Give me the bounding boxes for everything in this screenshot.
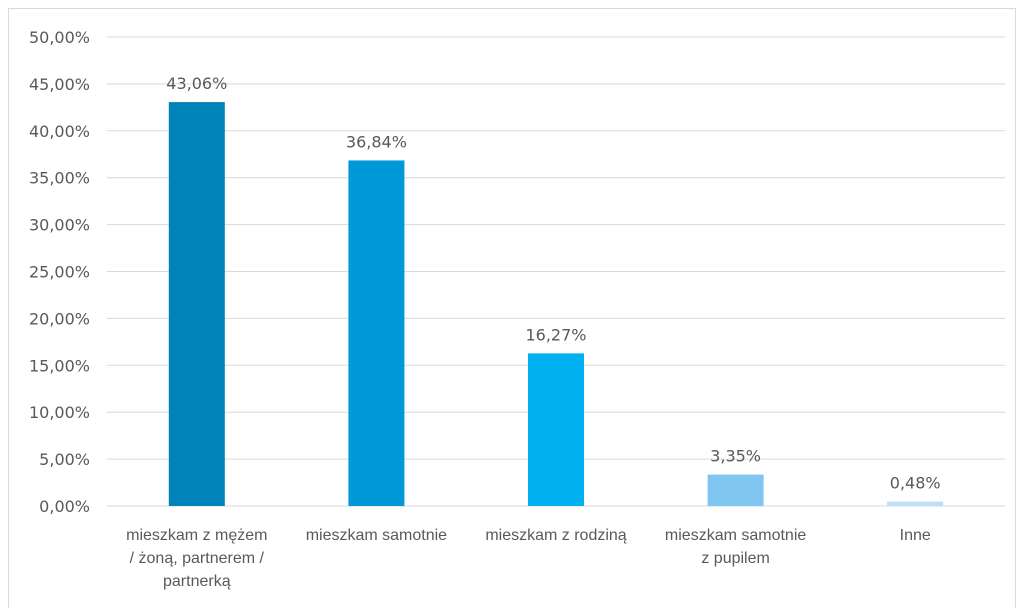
y-tick-label: 15,00% (29, 356, 90, 375)
chart-frame (8, 8, 1016, 608)
x-category-label: mieszkam samotnie (665, 527, 806, 544)
data-label: 36,84% (346, 132, 407, 151)
y-tick-label: 10,00% (29, 403, 90, 422)
y-tick-label: 30,00% (29, 216, 90, 235)
bars (168, 102, 944, 506)
y-tick-label: 20,00% (29, 309, 90, 328)
x-category-label: mieszkam z rodziną (485, 527, 626, 544)
y-tick-label: 0,00% (39, 497, 90, 516)
y-tick-label: 40,00% (29, 122, 90, 141)
data-labels: 43,06% 36,84% 16,27% 3,35% 0,48% (166, 74, 940, 492)
bar (348, 160, 405, 506)
y-tick-label: 50,00% (29, 28, 90, 47)
data-label: 0,48% (890, 473, 941, 492)
x-category-label: partnerką (163, 573, 231, 590)
bar (528, 353, 584, 506)
x-category-label: / żoną, partnerem / (130, 550, 265, 567)
x-category-label: mieszkam z mężem (126, 527, 267, 544)
y-tick-label: 5,00% (39, 450, 90, 469)
data-label: 16,27% (525, 325, 586, 344)
x-category-label: Inne (900, 527, 931, 544)
bar (887, 501, 944, 506)
data-label: 3,35% (710, 447, 761, 466)
x-axis-categories: mieszkam z mężem / żoną, partnerem / partn… (126, 527, 931, 590)
x-category-label: z pupilem (701, 550, 769, 567)
y-tick-label: 25,00% (29, 263, 90, 282)
y-axis-ticks: 0,00% 5,00% 10,00% 15,00% 20,00% 25,00% 30,00%… (29, 28, 90, 516)
x-category-label: mieszkam samotnie (306, 527, 447, 544)
data-label: 43,06% (166, 74, 227, 93)
bar (707, 474, 764, 506)
y-tick-label: 35,00% (29, 169, 90, 188)
bar (168, 102, 225, 506)
y-tick-label: 45,00% (29, 75, 90, 94)
